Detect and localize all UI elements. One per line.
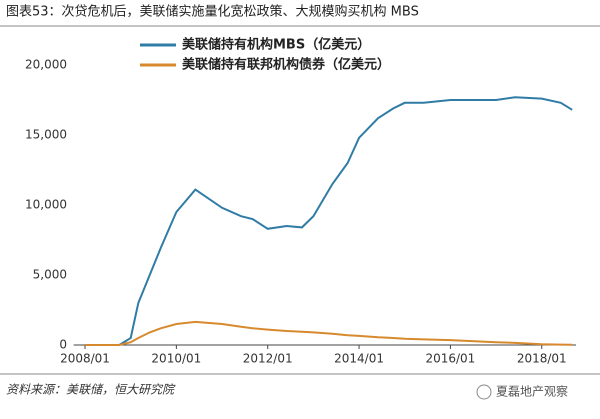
x-tick-label: 2012/01 [243, 352, 293, 366]
chart-title: 图表53：次贷危机后，美联储实施量化宽松政策、大规模购买机构 MBS [6, 4, 419, 20]
x-tick-label: 2014/01 [334, 352, 384, 366]
y-tick-label: 20,000 [25, 58, 67, 72]
y-tick-label: 0 [59, 338, 67, 352]
series-line [85, 96, 573, 346]
x-tick-label: 2018/01 [517, 352, 567, 366]
series-line [85, 320, 573, 346]
x-tick-label: 2008/01 [60, 352, 110, 366]
source: 资料来源：美联储，恒大研究院 [6, 383, 176, 397]
y-tick-label: 10,000 [25, 198, 67, 212]
y-tick-label: 15,000 [25, 128, 67, 142]
watermark: 夏磊地产观察 [496, 385, 568, 399]
y-tick-label: 5,000 [33, 268, 67, 282]
legend-label: 美联储持有联邦机构债券（亿美元） [182, 57, 390, 73]
legend-label: 美联储持有机构MBS（亿美元） [182, 37, 370, 53]
x-tick-label: 2010/01 [151, 352, 201, 366]
x-tick-label: 2016/01 [425, 352, 475, 366]
watermark-icon [476, 384, 492, 400]
